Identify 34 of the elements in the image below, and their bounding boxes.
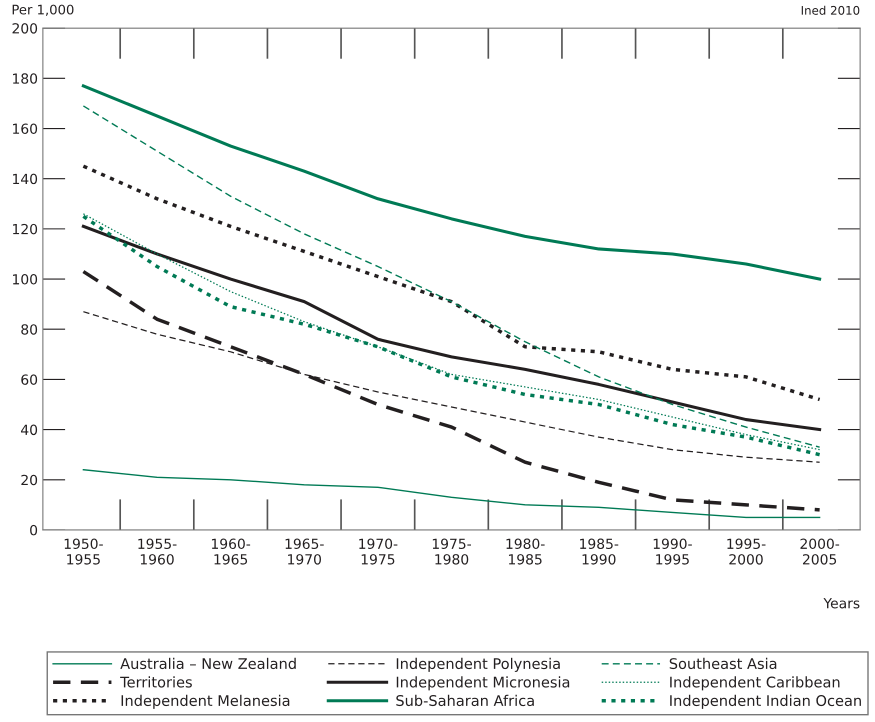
y-tick-label: 0: [30, 524, 38, 536]
x-axis-title: Years: [823, 598, 860, 608]
x-tick-label: 1985- 1990: [580, 538, 618, 565]
legend-label: Independent Caribbean: [670, 676, 840, 690]
x-tick-label: 2000- 2005: [800, 538, 840, 565]
y-tick-label: 120: [13, 224, 38, 234]
y-axis-title: Per 1,000: [12, 4, 74, 16]
x-tick-label: 1960- 1965: [212, 538, 250, 565]
y-tick-label: 40: [21, 424, 38, 436]
y-tick-label: 140: [13, 174, 38, 184]
x-tick-label: 1950- 1955: [64, 538, 103, 565]
x-tick-label: 1965- 1970: [286, 538, 324, 565]
legend-label: Independent Polynesia: [396, 658, 560, 672]
x-tick-label: 1970- 1975: [359, 538, 398, 565]
x-tick-label: 1980- 1985: [506, 538, 545, 565]
legend-label: Australia – New Zealand: [120, 658, 296, 670]
x-tick-label: 1955- 1960: [138, 538, 176, 565]
y-tick-label: 80: [21, 324, 38, 335]
y-tick-label: 100: [13, 274, 38, 285]
y-tick-label: 20: [21, 474, 38, 486]
y-tick-label: 200: [12, 23, 38, 34]
text: Ined 2010: [802, 6, 860, 15]
y-tick-label: 60: [21, 374, 38, 385]
y-tick-label: 160: [13, 123, 38, 134]
legend-label: Sub-Saharan Africa: [396, 694, 534, 706]
legend-label: Independent Indian Ocean: [670, 694, 861, 709]
legend-label: Territories: [120, 676, 192, 688]
legend-label: Southeast Asia: [670, 658, 776, 670]
legend-label: Independent Melanesia: [122, 694, 290, 709]
legend-label: Independent Micronesia: [396, 676, 570, 690]
y-tick-label: 180: [13, 73, 38, 84]
x-tick-label: 1995- 2000: [727, 538, 766, 565]
x-tick-label: 1975- 1980: [432, 538, 471, 565]
x-tick-label: 1990- 1995: [654, 538, 692, 565]
